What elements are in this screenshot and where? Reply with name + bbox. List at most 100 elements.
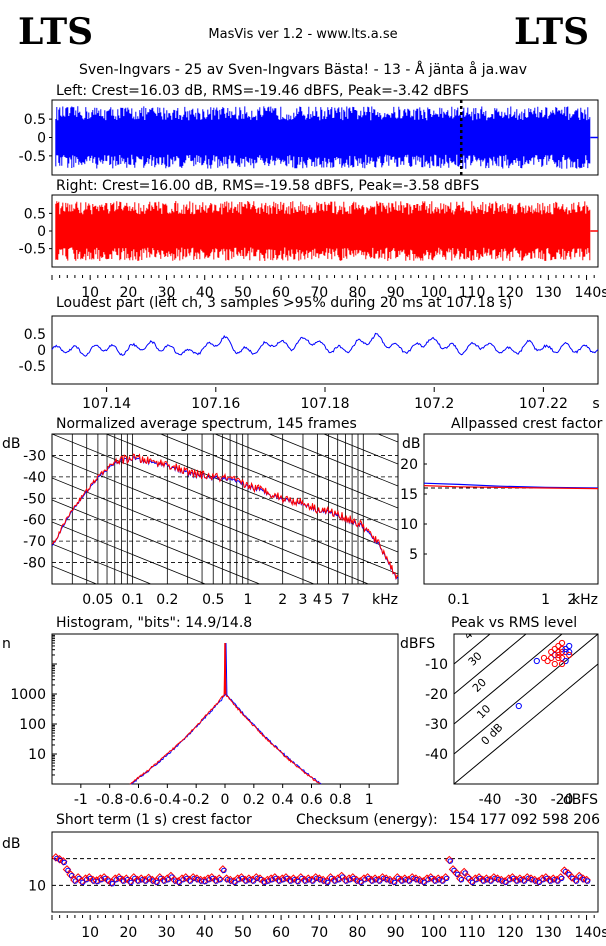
x-tick-label: -0.6: [125, 792, 152, 808]
y-tick-label: -30: [425, 717, 448, 733]
crest-point-left: [573, 878, 580, 884]
crest-point-right: [300, 875, 309, 885]
crest-point-left: [358, 879, 364, 886]
x-tick-label: 130: [535, 925, 562, 941]
crest-point-right: [51, 853, 61, 862]
crest-point-right: [170, 875, 179, 885]
x-tick-label: 20: [119, 925, 137, 941]
x-tick-label: 90: [387, 285, 405, 301]
crest-point-right: [188, 873, 198, 882]
crest-point-left: [391, 879, 398, 886]
crest-point-left: [336, 877, 342, 883]
x-tick-label: 1: [541, 592, 550, 608]
x-tick-label: 30: [158, 925, 176, 941]
crest-point-right: [289, 874, 298, 883]
x-tick-label: 60: [272, 925, 290, 941]
y-tick-label: -20: [425, 687, 448, 703]
crest-point-right: [445, 855, 454, 865]
crest-point-right: [396, 875, 406, 885]
y-tick-label: -0.5: [19, 242, 46, 258]
y-tick-label: 0.5: [24, 327, 46, 343]
y-tick-label: 5: [409, 547, 418, 563]
x-tick-label: -0.8: [96, 792, 123, 808]
x-tick-label: -30: [515, 792, 538, 808]
crest-point-right: [556, 873, 565, 882]
crest-point-right: [81, 874, 90, 883]
track-title: Sven-Ingvars - 25 av Sven-Ingvars Bästa!…: [79, 61, 527, 78]
x-tick-label: 80: [349, 285, 367, 301]
x-tick-label: 30: [158, 285, 176, 301]
right-waveform-chart: 0.5 0 -0.5 10 20 30 40 50 60 70 80 90 100 110 120 130 14…: [19, 194, 606, 301]
scatter-point: [566, 642, 573, 650]
crest-point-left: [310, 878, 316, 884]
crest-point-right: [367, 875, 376, 885]
slope-line: [268, 434, 398, 487]
scatter-point: [555, 651, 562, 659]
crest-point-right: [341, 875, 350, 885]
crest-point-right: [526, 874, 536, 883]
scatter-point: [562, 645, 569, 653]
crest-point-right: [530, 875, 539, 885]
y-tick-label: 100: [19, 717, 46, 733]
crest-point-left: [558, 875, 565, 882]
x-tick-label: 5: [324, 592, 333, 608]
scatter-point: [558, 639, 566, 647]
y-tick-label: -60: [23, 513, 46, 529]
histogram-chart: 1000 100 10 -1 -0.8 -0.6 -0.4 -0.2 0 0.2 0.4 0.6 0.8…: [10, 633, 399, 808]
plot-frame: [51, 831, 599, 913]
x-tick-label: 70: [310, 285, 328, 301]
checksum-value: 154 177 092 598 206: [449, 812, 601, 828]
logo-left: LTS: [18, 11, 93, 53]
crest-point-left: [217, 877, 223, 883]
slope-line: [52, 499, 261, 584]
scatter-point: [533, 657, 540, 665]
crest-series-right: [423, 485, 599, 490]
crest-point-left: [61, 859, 67, 866]
crest-point-right: [582, 875, 591, 885]
slope-line: [52, 258, 398, 398]
x-tick-label: 120: [497, 285, 524, 301]
x-unit-label: kHz: [572, 592, 598, 608]
crest-point-right: [370, 874, 380, 883]
crest-point-right: [144, 873, 153, 883]
crest-point-right: [177, 874, 187, 883]
crest-point-right: [311, 873, 320, 882]
peak-rms-title: Peak vs RMS level: [451, 615, 577, 631]
crest-point-right: [233, 874, 242, 883]
scatter-point: [558, 645, 566, 653]
scatter-point: [558, 648, 566, 656]
x-tick-label: 40: [196, 925, 214, 941]
crest-point-right: [537, 874, 547, 883]
slope-line: [52, 521, 207, 584]
scatter-point: [551, 645, 558, 653]
crest-point-right: [471, 874, 480, 883]
y-tick-label: 10: [400, 517, 418, 533]
crest-point-right: [110, 874, 120, 883]
loudest-part-chart: 0.50-0.5 107.14 107.16 107.18 107.2 107.22 s: [19, 315, 600, 412]
x-tick-label: 90: [387, 925, 405, 941]
crest-point-right: [493, 874, 502, 883]
x-tick-label: 80: [349, 925, 367, 941]
short-crest-ylabel: dB: [2, 836, 21, 852]
crest-point-right: [378, 873, 387, 882]
slope-line: [52, 477, 316, 584]
y-tick-label: 1000: [10, 687, 46, 703]
crest-point-left: [65, 867, 71, 874]
scatter-point: [566, 648, 573, 656]
short-crest-chart: 10 10 20 30 40 50 60 70 80 90 100 110 120 130 140s: [28, 831, 606, 941]
x-tick-label: -20: [551, 792, 574, 808]
crest-point-right: [136, 874, 146, 883]
crest-point-right: [203, 874, 213, 883]
scatter-point: [548, 654, 555, 662]
x-tick-label: 100: [420, 285, 447, 301]
x-tick-label: 110: [459, 925, 486, 941]
scatter-point: [558, 654, 566, 662]
crest-point-left: [80, 879, 86, 886]
crest-point-right: [482, 874, 491, 883]
slope-line: [52, 543, 152, 584]
crest-point-left: [377, 878, 383, 884]
y-tick-label: -40: [425, 747, 448, 763]
loudest-part-title: Loudest part (left ch, 3 samples >95% du…: [56, 295, 512, 311]
